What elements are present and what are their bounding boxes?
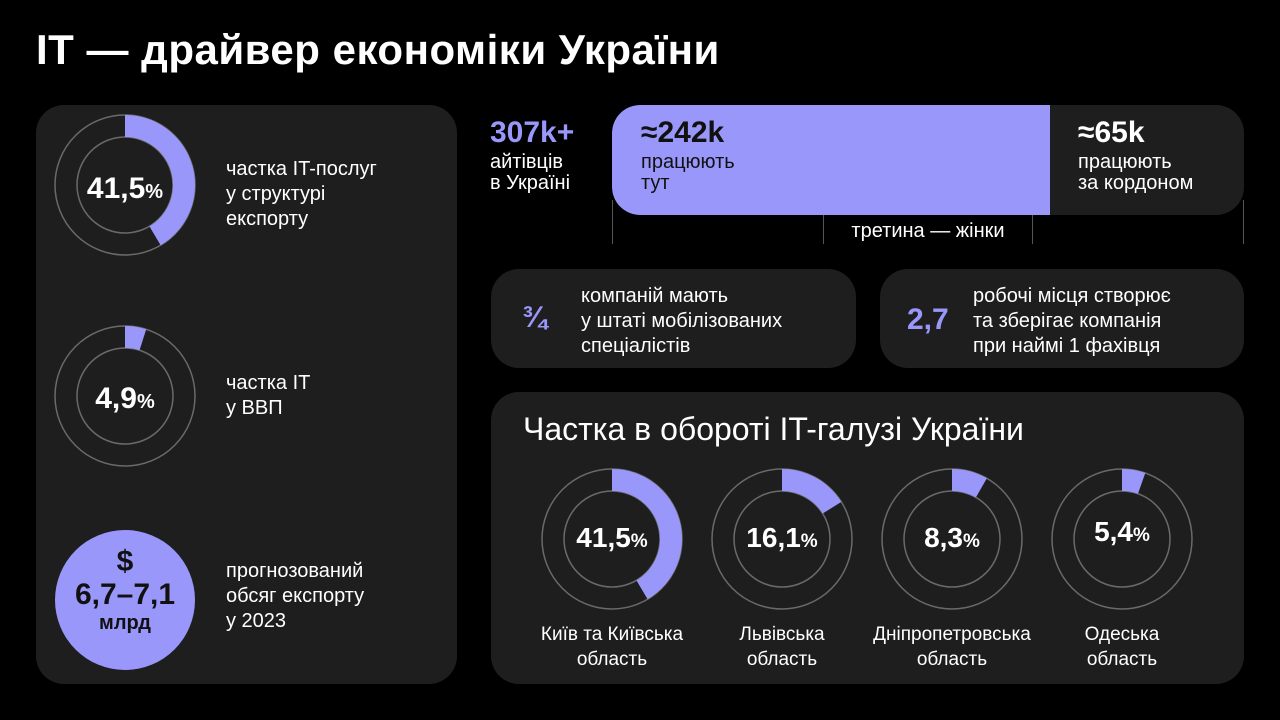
forecast-label: прогнозований обсяг експорту у 2023 bbox=[226, 560, 365, 632]
divider bbox=[823, 215, 824, 244]
donut-fill bbox=[952, 469, 987, 498]
divider bbox=[1032, 215, 1033, 244]
region-donut bbox=[881, 468, 1023, 610]
region-value: 16,1% bbox=[746, 522, 818, 553]
workers-here-fill bbox=[612, 105, 1050, 215]
total-workers: 307k+ айтівців в Україні bbox=[490, 116, 575, 194]
export-share-label: частка IT-послуг у структурі експорту bbox=[226, 158, 377, 230]
gdp-share-value: 4,9% bbox=[95, 382, 155, 415]
forecast-circle bbox=[55, 530, 195, 670]
export-share-value: 41,5% bbox=[86, 172, 164, 205]
workers-bar bbox=[612, 105, 1244, 215]
donut-fill bbox=[612, 469, 683, 600]
region-value: 5,4% bbox=[1094, 516, 1150, 547]
region-donut bbox=[541, 468, 683, 610]
donut-fill bbox=[1122, 469, 1146, 494]
fact-card-jobs bbox=[880, 269, 1244, 368]
divider bbox=[1243, 200, 1244, 244]
region-label: Одеська область bbox=[1084, 624, 1160, 670]
fact-value: 2,7 bbox=[907, 303, 949, 336]
regions-title: Частка в обороті IT-галузі України bbox=[523, 411, 1024, 447]
page-title: IT — драйвер економіки України bbox=[36, 26, 720, 73]
gdp-share-donut bbox=[54, 325, 196, 467]
region-donut bbox=[1051, 468, 1193, 610]
region-donut bbox=[711, 468, 853, 610]
workers-abroad: ≈65k працюють за кордоном bbox=[1078, 116, 1194, 194]
fact-value: ¾ bbox=[522, 301, 548, 334]
region-value: 8,3% bbox=[924, 522, 980, 553]
donut-fill bbox=[125, 326, 147, 351]
women-note: третина — жінки bbox=[851, 220, 1005, 242]
export-share-donut bbox=[54, 114, 196, 256]
region-label: Дніпропетровська область bbox=[873, 624, 1031, 670]
workers-here: ≈242k працюють тут bbox=[641, 116, 735, 194]
donut-fill bbox=[125, 115, 195, 246]
region-label: Львівська область bbox=[739, 624, 825, 670]
fact-label: компаній мають у штаті мобілізованих спеці… bbox=[581, 285, 783, 357]
forecast-value: $ 6,7–7,1 млрд bbox=[74, 545, 176, 634]
fact-card-mobilized bbox=[491, 269, 856, 368]
donut-fill bbox=[782, 469, 842, 514]
region-value: 41,5% bbox=[576, 522, 648, 553]
gdp-share-label: частка IT у ВВП bbox=[226, 372, 311, 419]
divider bbox=[612, 200, 613, 244]
region-label: Київ та Київська область bbox=[540, 624, 684, 670]
fact-label: робочі місця створює та зберігає компанія… bbox=[973, 285, 1171, 357]
